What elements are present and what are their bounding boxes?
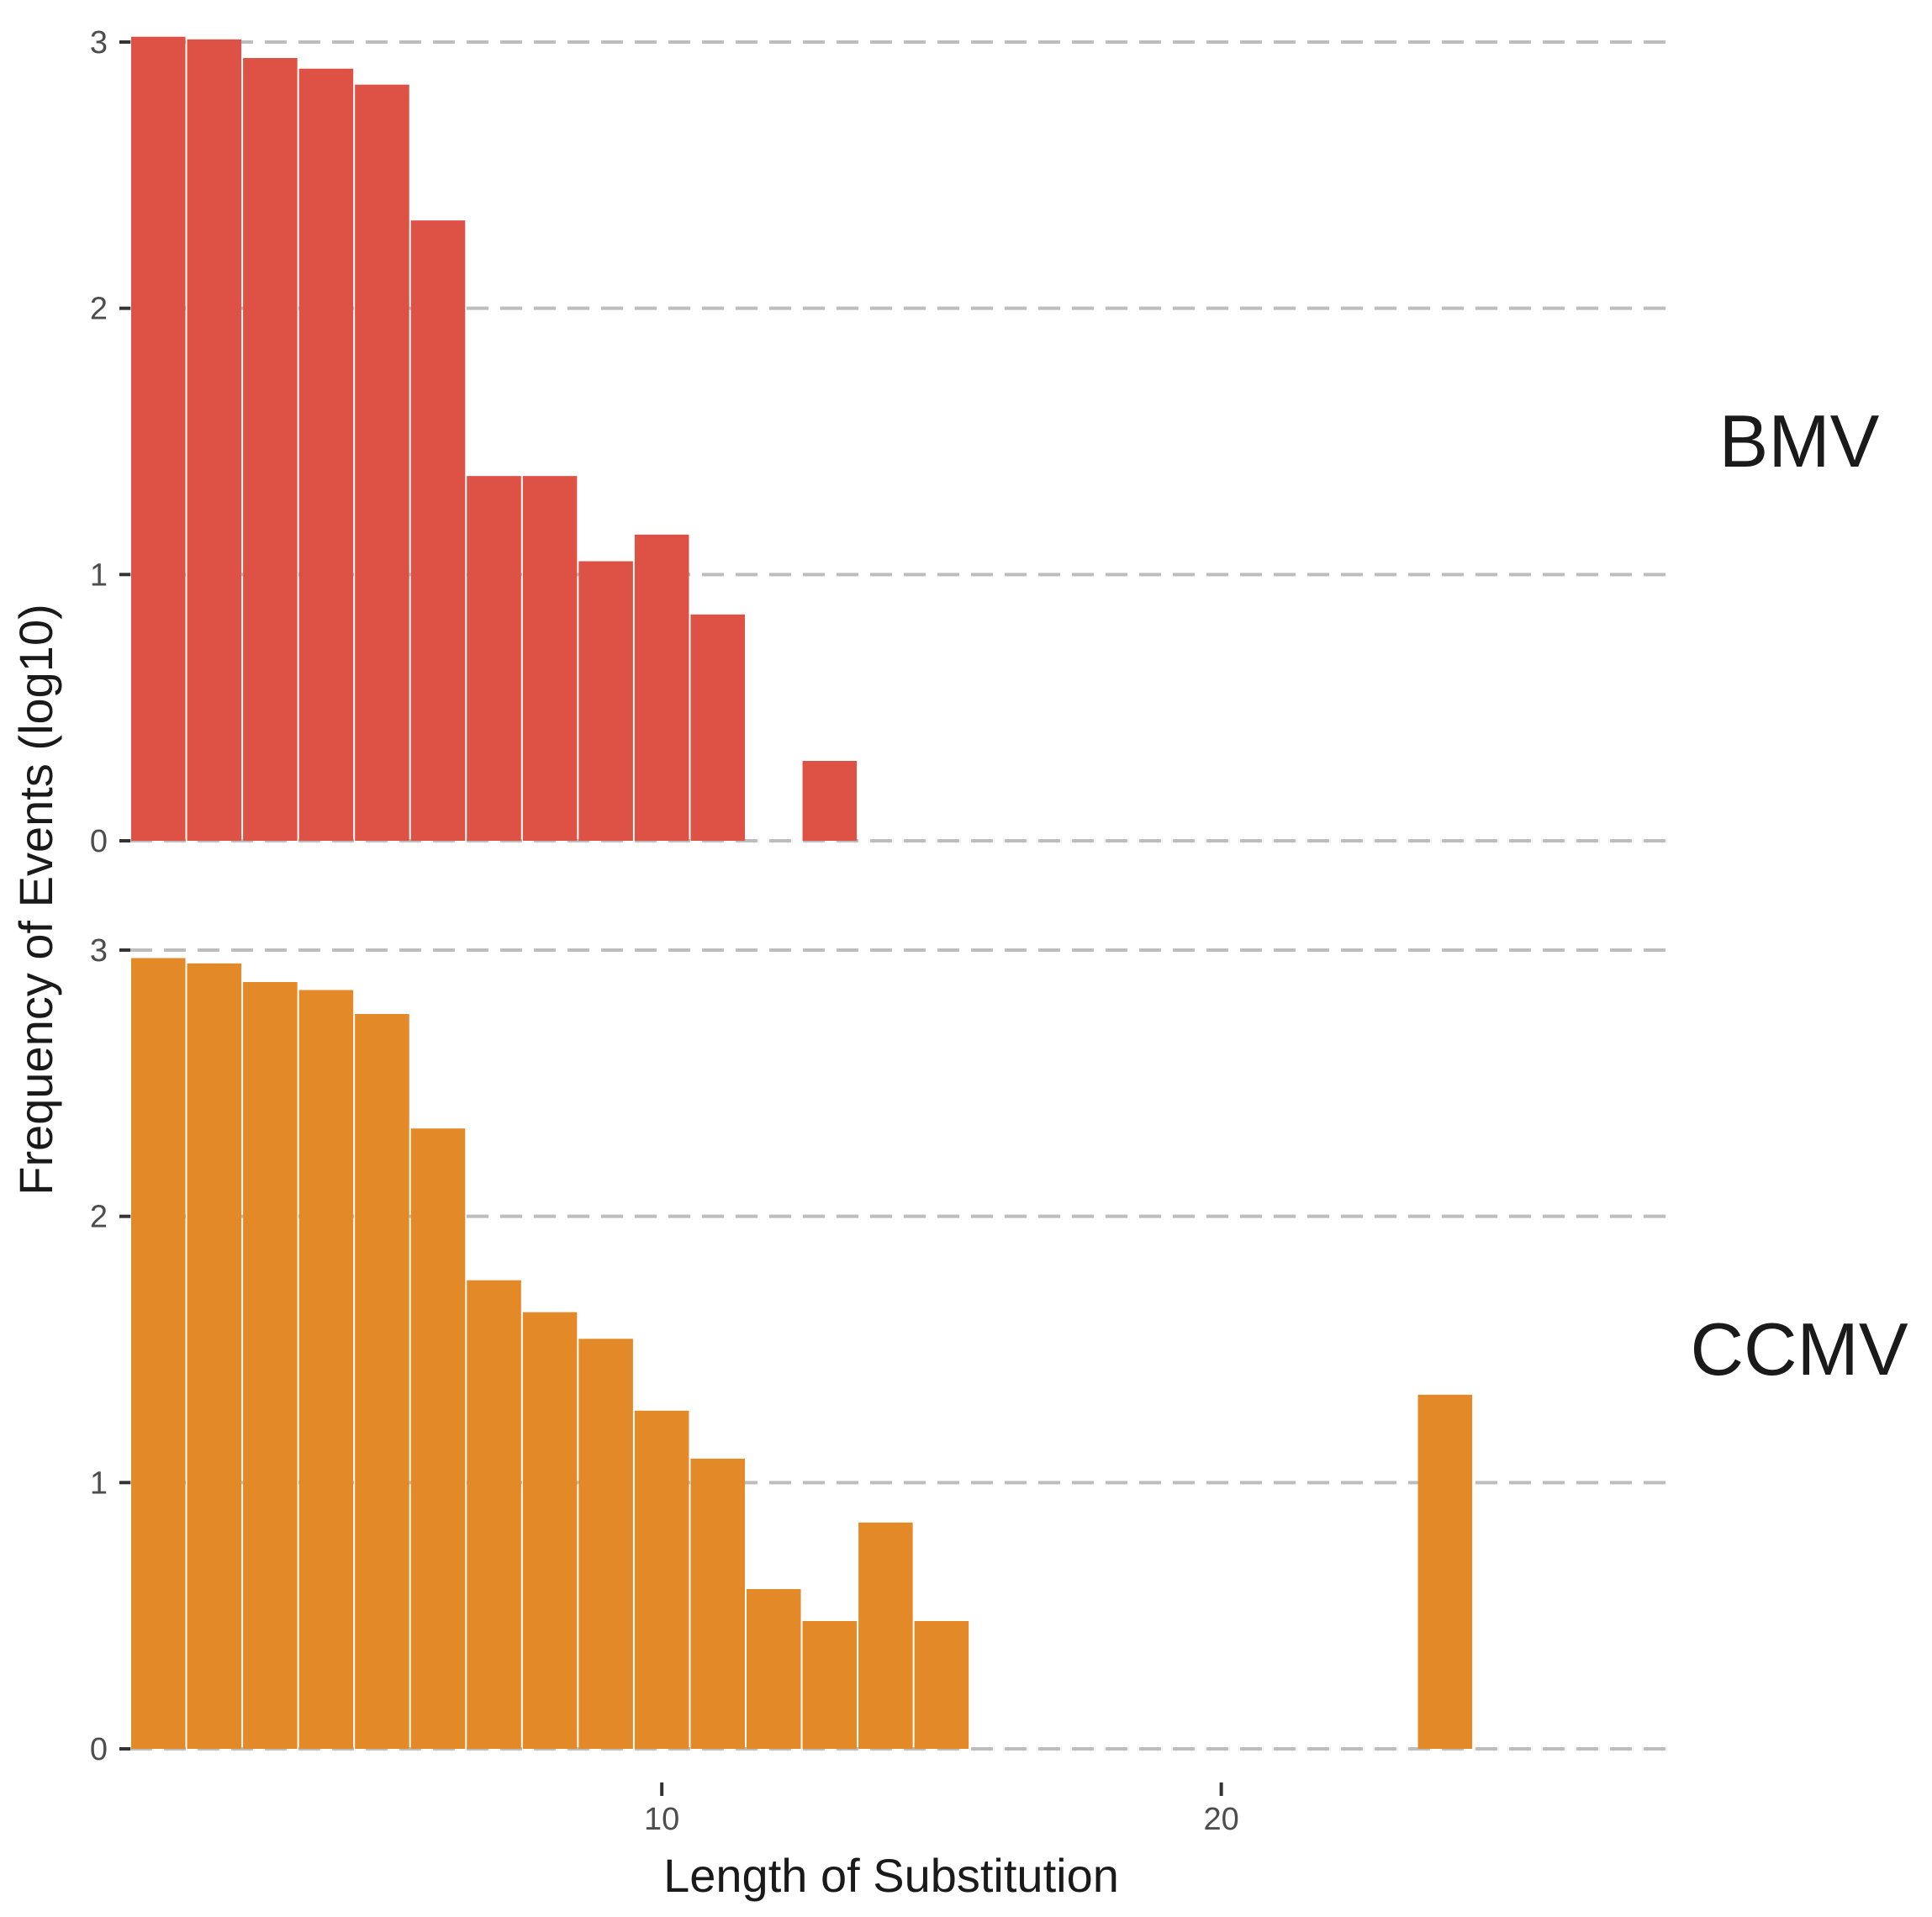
bar xyxy=(355,1014,409,1749)
bar xyxy=(858,1522,913,1749)
bar xyxy=(578,561,633,841)
facet-label-ccmv: CCMV xyxy=(1690,1307,1908,1391)
bar xyxy=(467,1280,521,1749)
bar xyxy=(690,614,745,841)
panel-ccmv: 0 1 2 3 CCMV xyxy=(90,933,1908,1767)
bar xyxy=(522,1312,578,1749)
bar xyxy=(187,963,242,1749)
facet-label-bmv: BMV xyxy=(1719,399,1880,483)
y-tick-label: 0 xyxy=(90,1732,108,1767)
bar xyxy=(131,36,186,841)
bar xyxy=(634,534,689,841)
y-tick-label: 0 xyxy=(90,824,108,859)
y-tick-label: 2 xyxy=(90,292,108,327)
bar xyxy=(690,1458,745,1749)
bar xyxy=(634,1410,689,1749)
bar xyxy=(747,1589,801,1749)
bar xyxy=(243,982,298,1749)
panel-bmv: 0 1 2 3 BMV xyxy=(90,25,1880,859)
bar xyxy=(410,1128,466,1749)
y-tick-label: 3 xyxy=(90,25,108,61)
bar xyxy=(355,84,409,841)
y-tick-label: 2 xyxy=(90,1200,108,1235)
x-tick-label: 10 xyxy=(644,1802,679,1837)
bar xyxy=(802,1621,858,1749)
x-tick-label: 20 xyxy=(1203,1802,1238,1837)
y-axis-title: Frequency of Events (log10) xyxy=(9,604,62,1195)
bar xyxy=(243,58,298,841)
bar xyxy=(1417,1394,1473,1749)
bar xyxy=(914,1621,969,1749)
bar xyxy=(298,68,354,841)
bar xyxy=(802,761,858,841)
x-axis-title: Length of Substitution xyxy=(663,1849,1119,1902)
bar xyxy=(410,220,466,842)
y-tick-label: 1 xyxy=(90,557,108,593)
bar xyxy=(578,1339,633,1749)
bar xyxy=(467,476,521,841)
bar xyxy=(131,958,186,1749)
y-tick-label: 1 xyxy=(90,1465,108,1501)
y-tick-label: 3 xyxy=(90,933,108,969)
bar xyxy=(187,39,242,842)
bar xyxy=(522,476,578,841)
bar xyxy=(298,990,354,1749)
